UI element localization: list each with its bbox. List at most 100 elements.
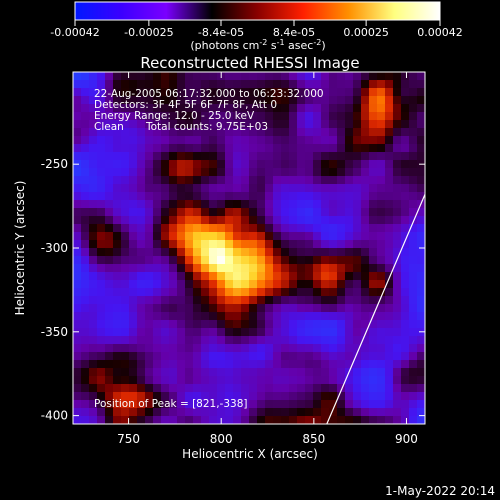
heatmap-cell	[185, 192, 194, 201]
heatmap-cell	[161, 320, 170, 329]
heatmap-cell	[217, 80, 226, 89]
heatmap-cell	[385, 320, 394, 329]
heatmap-cell	[329, 416, 338, 424]
heatmap-cell	[353, 360, 362, 369]
heatmap-cell	[257, 232, 266, 241]
heatmap-cell	[257, 256, 266, 265]
heatmap-cell	[289, 104, 298, 113]
heatmap-cell	[129, 352, 138, 361]
heatmap-cell	[193, 144, 202, 153]
heatmap-cell	[273, 176, 282, 185]
heatmap-cell	[361, 272, 370, 281]
heatmap-cell	[249, 136, 258, 145]
heatmap-cell	[345, 176, 354, 185]
heatmap-cell	[257, 368, 266, 377]
heatmap-cell	[137, 320, 146, 329]
heatmap-cell	[129, 152, 138, 161]
heatmap-cell	[97, 312, 106, 321]
heatmap-cell	[209, 152, 218, 161]
heatmap-cell	[161, 152, 170, 161]
heatmap-cell	[393, 240, 402, 249]
heatmap-cell	[209, 80, 218, 89]
heatmap-cell	[265, 104, 274, 113]
heatmap-cell	[257, 208, 266, 217]
heatmap-cell	[153, 176, 162, 185]
heatmap-cell	[377, 360, 386, 369]
heatmap-cell	[297, 80, 306, 89]
heatmap-cell	[177, 112, 186, 121]
heatmap-cell	[313, 104, 322, 113]
heatmap-cell	[177, 128, 186, 137]
heatmap-cell	[273, 112, 282, 121]
heatmap-cell	[369, 280, 378, 289]
heatmap-cell	[321, 272, 330, 281]
heatmap-cell	[281, 312, 290, 321]
heatmap-cell	[105, 72, 114, 81]
heatmap-cell	[121, 272, 130, 281]
heatmap-cell	[257, 136, 266, 145]
heatmap-cell	[297, 280, 306, 289]
heatmap-cell	[289, 120, 298, 129]
heatmap-cell	[233, 408, 242, 417]
heatmap-cell	[393, 96, 402, 105]
heatmap-cell	[185, 152, 194, 161]
heatmap-cell	[201, 80, 210, 89]
heatmap-cell	[233, 328, 242, 337]
heatmap-cell	[313, 352, 322, 361]
heatmap-cell	[305, 408, 314, 417]
heatmap-cell	[241, 120, 250, 129]
heatmap-cell	[353, 320, 362, 329]
heatmap-cell	[409, 344, 418, 353]
heatmap-cell	[217, 312, 226, 321]
heatmap-cell	[153, 160, 162, 169]
heatmap-cell	[121, 240, 130, 249]
heatmap-cell	[233, 216, 242, 225]
heatmap-cell	[217, 360, 226, 369]
heatmap-cell	[193, 384, 202, 393]
heatmap-cell	[225, 352, 234, 361]
heatmap-cell	[345, 104, 354, 113]
heatmap-cell	[185, 176, 194, 185]
heatmap-cell	[129, 392, 138, 401]
heatmap-cell	[121, 416, 130, 424]
heatmap-cell	[97, 408, 106, 417]
heatmap-cell	[329, 120, 338, 129]
heatmap-cell	[281, 296, 290, 305]
heatmap-cell	[121, 392, 130, 401]
heatmap-cell	[369, 152, 378, 161]
heatmap-cell	[177, 72, 186, 81]
heatmap-cell	[353, 408, 362, 417]
heatmap-cell	[161, 112, 170, 121]
heatmap-cell	[153, 200, 162, 209]
heatmap-cell	[137, 160, 146, 169]
heatmap-cell	[321, 320, 330, 329]
heatmap-cell	[113, 192, 122, 201]
heatmap-cell	[177, 416, 186, 424]
heatmap-cell	[161, 384, 170, 393]
heatmap-cell	[297, 288, 306, 297]
heatmap-cell	[329, 272, 338, 281]
heatmap-cell	[265, 368, 274, 377]
heatmap-cell	[257, 304, 266, 313]
heatmap-cell	[409, 352, 418, 361]
heatmap-cell	[97, 128, 106, 137]
heatmap-cell	[313, 128, 322, 137]
heatmap-cell	[137, 136, 146, 145]
heatmap-cell	[409, 400, 418, 409]
heatmap-cell	[305, 152, 314, 161]
heatmap-cell	[377, 200, 386, 209]
heatmap-cell	[353, 168, 362, 177]
heatmap-cell	[105, 184, 114, 193]
heatmap-cell	[289, 96, 298, 105]
heatmap-cell	[81, 296, 90, 305]
heatmap-cell	[321, 96, 330, 105]
heatmap-cell	[113, 344, 122, 353]
heatmap-cell	[313, 392, 322, 401]
heatmap-cell	[417, 416, 425, 424]
heatmap-cell	[377, 216, 386, 225]
heatmap-cell	[73, 200, 82, 209]
heatmap-cell	[241, 96, 250, 105]
heatmap-cell	[129, 96, 138, 105]
heatmap-cell	[113, 288, 122, 297]
heatmap-cell	[161, 184, 170, 193]
